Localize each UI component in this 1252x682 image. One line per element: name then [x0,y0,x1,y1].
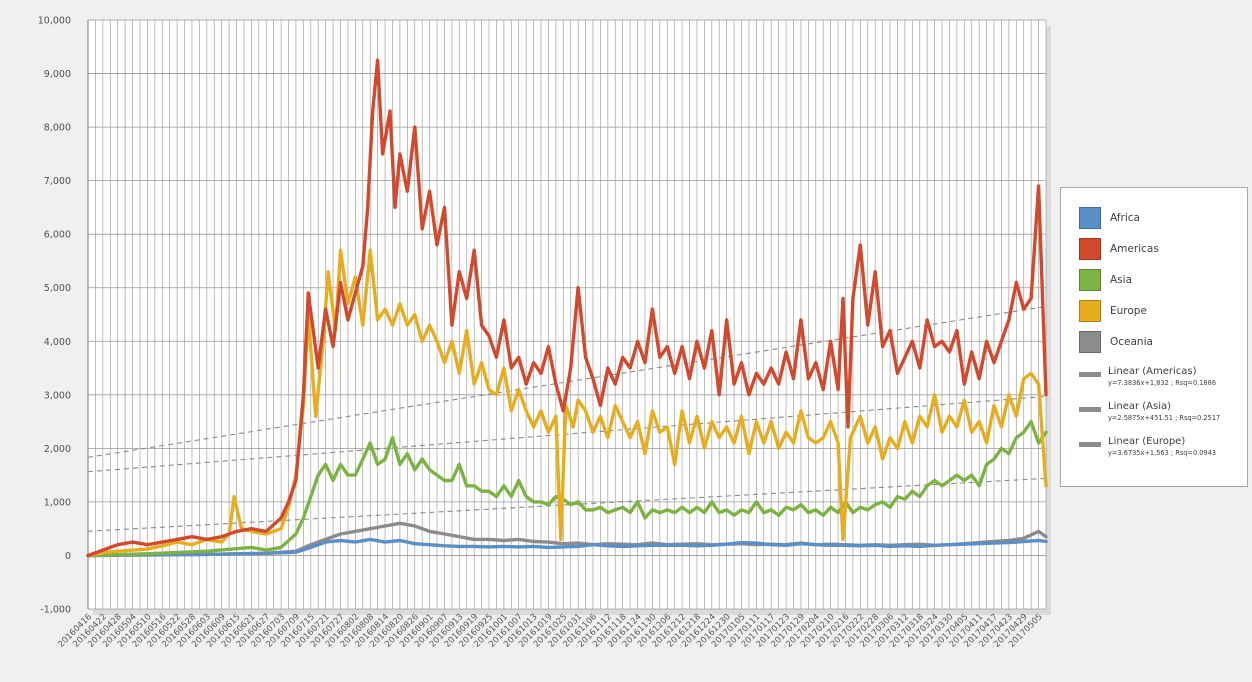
legend-item-oceania[interactable]: Oceania [1079,331,1153,353]
legend-item-africa[interactable]: Africa [1079,207,1140,229]
legend-equation-trend-americas: y=7.3836x+1,832 ; Rsq=0.1886 [1108,379,1217,387]
legend-swatch-africa [1079,207,1101,229]
series-lines [86,58,1048,558]
legend-item-americas[interactable]: Americas [1079,238,1159,260]
x-axis-tick-labels: 2016041620160422201604282016050420160510… [56,612,1044,650]
plot-area [88,20,1046,609]
legend-label-asia: Asia [1110,274,1133,286]
legend-label-trend-europe: Linear (Europe) [1108,436,1186,447]
legend-swatch-asia [1079,269,1101,291]
y-tick-label: 3,000 [44,390,71,401]
legend-swatch-oceania [1079,331,1101,353]
legend-label-trend-asia: Linear (Asia) [1108,401,1172,412]
legend-item-asia[interactable]: Asia [1079,269,1132,291]
legend: Africa Americas Asia Europe Oceania Line… [1060,187,1248,487]
legend-swatch-trend-asia [1079,407,1101,412]
y-tick-label: -1,000 [40,605,71,616]
legend-equation-trend-europe: y=3.6735x+1,563 ; Rsq=0.0943 [1108,449,1217,457]
legend-swatch-trend-europe [1079,442,1101,447]
legend-swatch-americas [1079,238,1101,260]
gridlines [87,19,1047,610]
y-tick-label: 5,000 [44,283,71,294]
y-tick-label: 0 [65,551,71,562]
trendline-linear-asia [87,477,1047,532]
legend-swatch-trend-americas [1079,372,1101,377]
legend-label-europe: Europe [1110,305,1147,317]
legend-swatch-europe [1079,300,1101,322]
y-tick-label: 8,000 [44,123,71,134]
legend-label-africa: Africa [1110,212,1140,224]
series-line-europe [86,248,1048,558]
trendline-linear-europe [87,395,1047,473]
y-tick-label: 4,000 [44,337,71,348]
legend-label-trend-americas: Linear (Americas) [1108,366,1197,377]
legend-item-europe[interactable]: Europe [1079,300,1147,322]
y-tick-label: 10,000 [38,16,71,27]
series-line-americas [86,58,1048,558]
y-axis-tick-labels: -1,000 0 1,000 2,000 3,000 4,000 5,000 6,000 7,0… [38,16,71,616]
y-tick-label: 6,000 [44,230,71,241]
legend-equation-trend-asia: y=2.5875x+451.51 ; Rsq=0.2517 [1108,414,1221,422]
y-tick-label: 9,000 [44,69,71,80]
series-line-asia [86,419,1048,558]
trendlines [87,305,1047,532]
series-line-africa [86,537,1048,558]
y-tick-label: 2,000 [44,444,71,455]
legend-label-americas: Americas [1110,243,1159,255]
y-tick-label: 1,000 [44,497,71,508]
y-tick-label: 7,000 [44,176,71,187]
legend-label-oceania: Oceania [1110,336,1153,348]
